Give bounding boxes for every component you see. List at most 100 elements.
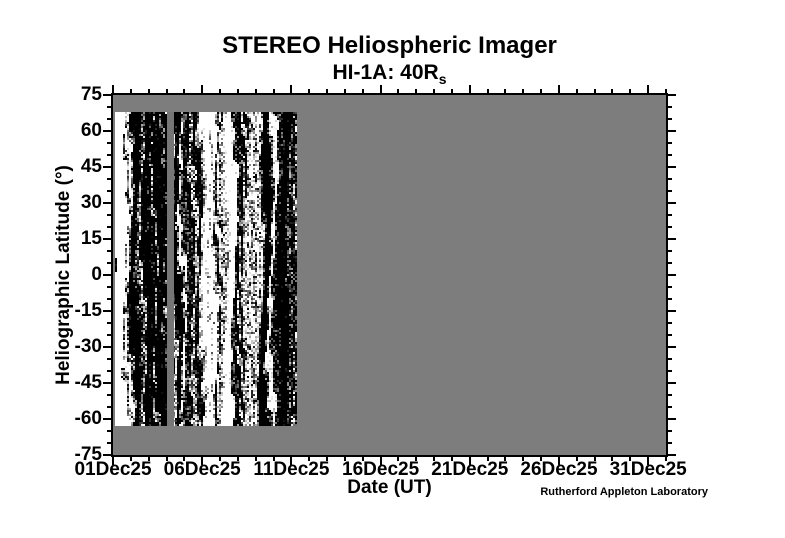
y-axis-tick [107, 262, 111, 264]
y-axis-tick [668, 406, 672, 408]
y-tick-label: 30 [80, 192, 102, 213]
y-axis-tick [668, 166, 676, 168]
x-tick-label: 06Dec25 [163, 459, 241, 480]
credit-label: Rutherford Appleton Laboratory [540, 486, 708, 498]
y-axis-tick [103, 310, 111, 312]
y-axis-tick [668, 118, 672, 120]
y-axis-tick [668, 154, 672, 156]
y-axis-tick [107, 226, 111, 228]
y-axis-tick [103, 238, 111, 240]
y-axis-tick [668, 250, 672, 252]
x-tick-label: 31Dec25 [609, 459, 687, 480]
x-axis-tick [415, 457, 418, 461]
x-axis-tick [112, 85, 114, 93]
y-axis-tick [107, 214, 111, 216]
data-gap-overlay [166, 111, 174, 427]
x-tick-label: 11Dec25 [253, 459, 330, 480]
x-axis-tick [165, 457, 168, 461]
y-tick-label: -45 [74, 372, 102, 393]
x-axis-tick [219, 89, 222, 93]
y-tick-label: 0 [91, 264, 102, 285]
y-axis-tick [668, 382, 676, 384]
x-axis-tick [254, 89, 257, 93]
y-axis-tick [107, 430, 111, 432]
y-axis-tick [107, 334, 111, 336]
x-axis-tick [433, 457, 436, 461]
y-axis-tick [103, 130, 111, 132]
y-axis-tick [103, 166, 111, 168]
x-axis-tick [397, 89, 400, 93]
y-tick-label: 45 [80, 156, 102, 177]
x-axis-tick [629, 457, 632, 461]
x-axis-tick [201, 85, 204, 93]
x-axis-tick [611, 89, 614, 93]
x-axis-tick [112, 457, 114, 465]
y-tick-label: 15 [80, 228, 102, 249]
y-axis-tick [668, 358, 672, 360]
y-axis-tick [668, 430, 672, 432]
x-axis-tick [468, 457, 471, 465]
subtitle-base: HI-1A: 40R [332, 61, 439, 84]
y-axis-tick [668, 202, 676, 204]
x-axis-tick [575, 89, 578, 93]
x-axis-tick [433, 89, 436, 93]
jmap-image [114, 111, 297, 427]
y-axis-tick [668, 286, 672, 288]
y-axis-tick [103, 454, 111, 456]
x-axis-tick [290, 85, 293, 93]
x-axis-tick [272, 457, 275, 461]
y-axis-tick [103, 94, 111, 96]
x-axis-tick [219, 457, 222, 461]
y-axis-tick [668, 190, 672, 192]
x-axis-tick [468, 85, 471, 93]
x-axis-tick [326, 457, 329, 461]
y-axis-tick [107, 322, 111, 324]
y-tick-label: -75 [74, 444, 102, 465]
y-axis-tick [668, 262, 672, 264]
x-axis-tick [254, 457, 257, 461]
x-axis-tick [593, 89, 596, 93]
x-axis-tick [129, 89, 132, 93]
x-axis-tick [647, 457, 650, 465]
x-axis-tick [665, 457, 667, 461]
x-axis-tick [415, 89, 418, 93]
x-tick-label: 21Dec25 [431, 459, 509, 480]
x-axis-tick [486, 457, 489, 461]
x-axis-tick [504, 89, 507, 93]
y-axis-tick [107, 442, 111, 444]
y-axis-tick [668, 394, 672, 396]
x-axis-tick [343, 89, 346, 93]
y-axis-tick [107, 394, 111, 396]
x-tick-label: 26Dec25 [520, 459, 598, 480]
y-axis-tick [103, 382, 111, 384]
x-axis-tick [486, 89, 489, 93]
x-tick-label: 01Dec25 [74, 459, 152, 480]
x-axis-tick [290, 457, 293, 465]
y-tick-label: -60 [74, 408, 102, 429]
x-axis-tick [557, 457, 560, 465]
x-axis-tick [379, 85, 382, 93]
x-axis-tick [540, 457, 543, 461]
y-axis-tick [668, 334, 672, 336]
x-axis-tick [361, 89, 364, 93]
x-axis-tick [522, 89, 525, 93]
y-axis-tick [107, 358, 111, 360]
x-axis-tick [308, 89, 311, 93]
x-axis-tick [236, 457, 239, 461]
y-axis-tick [668, 130, 676, 132]
y-axis-tick [668, 274, 676, 276]
y-axis-tick [668, 442, 672, 444]
y-axis-tick [107, 154, 111, 156]
x-axis-tick [343, 457, 346, 461]
y-axis-tick [668, 298, 672, 300]
x-axis-tick [522, 457, 525, 461]
x-axis-tick [129, 457, 132, 461]
y-axis-tick [107, 190, 111, 192]
x-axis-tick [647, 85, 650, 93]
x-axis-tick [147, 89, 150, 93]
y-axis-tick [668, 238, 676, 240]
y-axis-tick [107, 370, 111, 372]
x-axis-tick [557, 85, 560, 93]
x-axis-tick [326, 89, 329, 93]
